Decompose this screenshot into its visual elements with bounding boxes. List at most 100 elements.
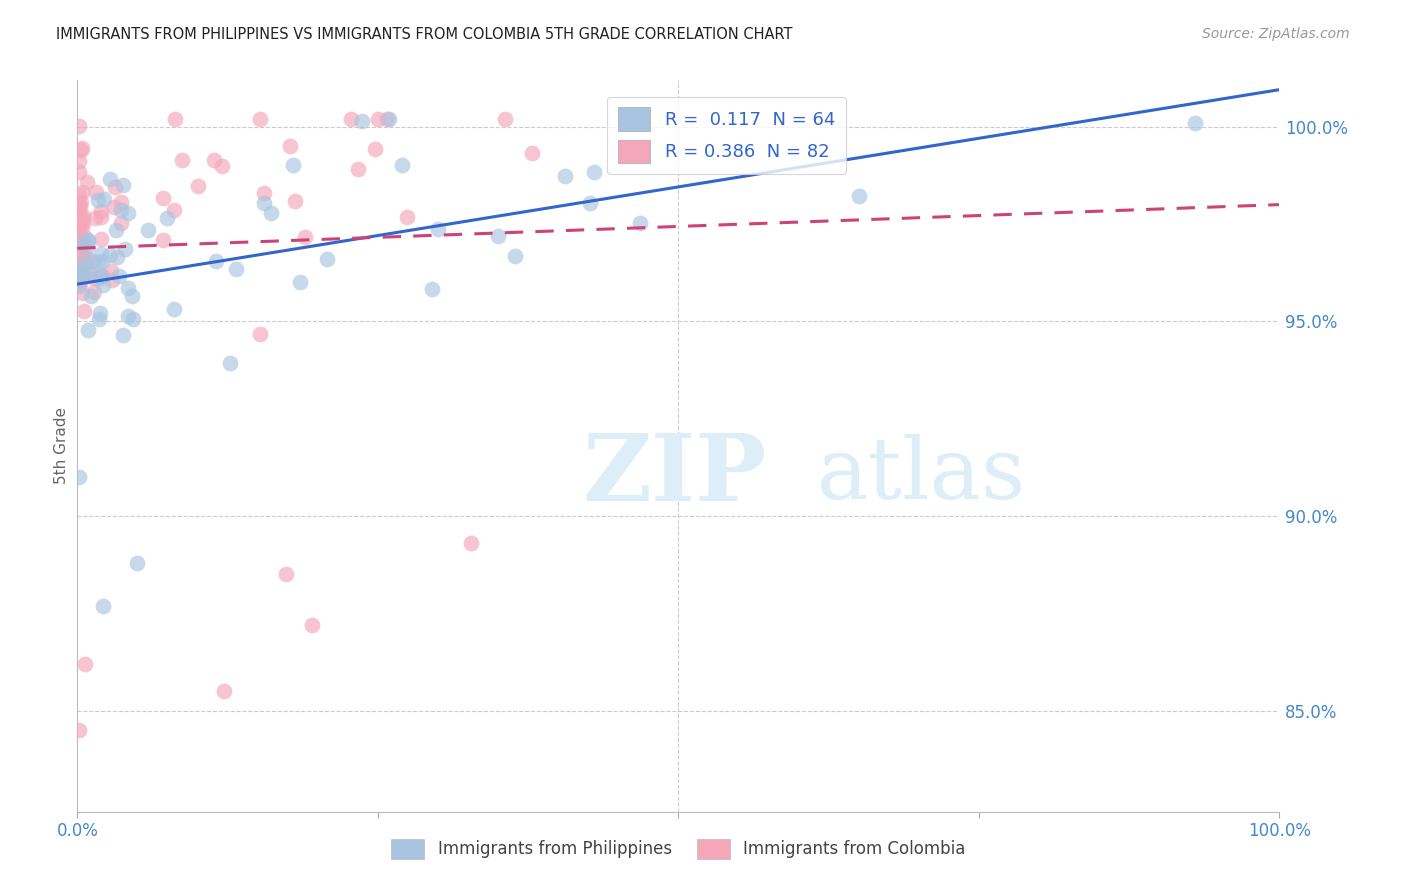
Point [211, 159, 233, 173]
Point [69, 248, 91, 262]
Point [136, 223, 159, 237]
Legend: Immigrants from Philippines, Immigrants from Colombia: Immigrants from Philippines, Immigrants … [384, 832, 973, 865]
Point [67, 253, 90, 268]
Point [253, 195, 276, 210]
Point [69, 253, 91, 268]
Point [89, 306, 111, 320]
Point [70, 269, 93, 284]
Point [75, 657, 97, 671]
Point [117, 281, 139, 295]
Point [1184, 115, 1206, 129]
Point [301, 618, 323, 632]
Point [367, 112, 389, 127]
Point [67, 279, 90, 293]
Point [73, 260, 96, 274]
Point [578, 195, 600, 210]
Point [67, 187, 90, 202]
Point [90, 204, 112, 219]
Point [218, 356, 240, 370]
Point [69, 143, 91, 157]
Point [284, 194, 307, 208]
Point [70, 259, 93, 273]
Point [70, 238, 93, 252]
Point [117, 206, 139, 220]
Point [583, 165, 606, 179]
Point [104, 180, 127, 194]
Point [375, 112, 398, 127]
Point [90, 246, 112, 260]
Point [98, 247, 121, 261]
Point [67, 202, 90, 217]
Point [110, 202, 132, 217]
Point [67, 214, 90, 228]
Point [427, 221, 450, 235]
Point [121, 311, 143, 326]
Point [114, 243, 136, 257]
Point [69, 195, 91, 210]
Point [70, 219, 93, 233]
Point [163, 202, 186, 217]
Point [69, 272, 91, 286]
Point [84, 185, 107, 199]
Point [117, 309, 139, 323]
Point [520, 146, 543, 161]
Point [848, 189, 870, 203]
Point [288, 275, 311, 289]
Point [75, 250, 97, 264]
Point [84, 211, 107, 225]
Point [67, 119, 90, 133]
Point [79, 265, 101, 279]
Point [90, 268, 112, 283]
Point [152, 191, 174, 205]
Point [260, 206, 283, 220]
Point [73, 257, 96, 271]
Point [110, 195, 132, 210]
Point [503, 249, 526, 263]
Point [104, 223, 127, 237]
Point [69, 227, 91, 241]
Point [87, 255, 110, 269]
Point [67, 723, 90, 737]
Point [72, 186, 94, 200]
Point [67, 231, 90, 245]
Point [87, 193, 110, 207]
Point [202, 153, 225, 167]
Point [274, 567, 297, 582]
Point [77, 234, 100, 248]
Point [89, 270, 111, 285]
Point [76, 240, 98, 254]
Point [170, 153, 193, 167]
Point [67, 153, 90, 168]
Text: atlas: atlas [817, 434, 1026, 516]
Point [186, 179, 209, 194]
Point [163, 301, 186, 316]
Point [73, 304, 96, 318]
Point [628, 216, 651, 230]
Point [340, 112, 363, 127]
Point [316, 252, 339, 267]
Point [249, 326, 271, 341]
Point [67, 230, 90, 244]
Point [70, 285, 93, 300]
Point [83, 271, 105, 285]
Point [93, 193, 115, 207]
Point [101, 273, 124, 287]
Point [278, 139, 301, 153]
Text: ZIP: ZIP [582, 430, 766, 520]
Point [121, 289, 143, 303]
Point [554, 169, 576, 183]
Point [72, 210, 94, 224]
Point [100, 264, 122, 278]
Point [108, 268, 131, 283]
Point [67, 218, 90, 232]
Point [70, 141, 93, 155]
Point [77, 323, 100, 337]
Point [98, 171, 121, 186]
Point [67, 165, 90, 179]
Point [347, 162, 370, 177]
Point [67, 197, 90, 211]
Point [90, 211, 112, 225]
Point [378, 112, 401, 127]
Point [91, 269, 114, 284]
Point [90, 253, 112, 268]
